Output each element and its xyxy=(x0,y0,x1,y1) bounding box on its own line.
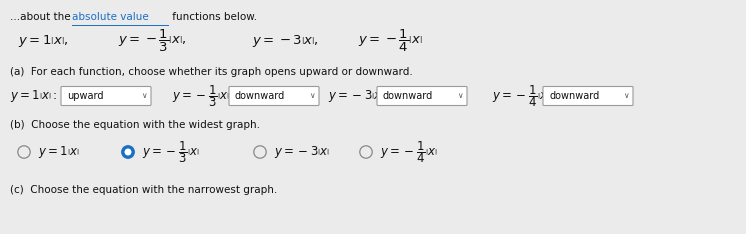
FancyBboxPatch shape xyxy=(543,87,633,106)
Text: $y=-\dfrac{1}{3}\left|x\right|$: $y=-\dfrac{1}{3}\left|x\right|$ xyxy=(142,139,199,165)
Text: $y=-3\left|x\right|:$: $y=-3\left|x\right|:$ xyxy=(328,88,389,104)
Text: (b)  Choose the equation with the widest graph.: (b) Choose the equation with the widest … xyxy=(10,120,260,130)
Text: $y=-\dfrac{1}{4}\left|x\right|:$: $y=-\dfrac{1}{4}\left|x\right|:$ xyxy=(492,83,555,109)
Text: $y=-3\left|x\right|$: $y=-3\left|x\right|$ xyxy=(274,144,330,160)
Text: downward: downward xyxy=(235,91,285,101)
Text: ∨: ∨ xyxy=(457,91,463,100)
Text: $y=1\left|x\right|$: $y=1\left|x\right|$ xyxy=(38,144,80,160)
Text: ∨: ∨ xyxy=(141,91,147,100)
Text: (c)  Choose the equation with the narrowest graph.: (c) Choose the equation with the narrowe… xyxy=(10,185,278,195)
FancyBboxPatch shape xyxy=(377,87,467,106)
Text: $y=1\left|x\right|:$: $y=1\left|x\right|:$ xyxy=(10,88,57,104)
Circle shape xyxy=(122,146,134,158)
FancyBboxPatch shape xyxy=(229,87,319,106)
Text: $y=-\dfrac{1}{3}\left|x\right|,$: $y=-\dfrac{1}{3}\left|x\right|,$ xyxy=(118,28,186,54)
Text: $y=-3\left|x\right|,$: $y=-3\left|x\right|,$ xyxy=(252,33,319,49)
Text: absolute value: absolute value xyxy=(72,12,148,22)
Text: functions below.: functions below. xyxy=(169,12,257,22)
Text: downward: downward xyxy=(383,91,433,101)
Text: upward: upward xyxy=(67,91,104,101)
Text: $y=-\dfrac{1}{4}\left|x\right|$: $y=-\dfrac{1}{4}\left|x\right|$ xyxy=(358,28,422,54)
Text: downward: downward xyxy=(549,91,599,101)
Text: ∨: ∨ xyxy=(309,91,315,100)
Text: $y=-\dfrac{1}{3}\left|x\right|:$: $y=-\dfrac{1}{3}\left|x\right|:$ xyxy=(172,83,235,109)
Text: ...about the: ...about the xyxy=(10,12,74,22)
Text: ∨: ∨ xyxy=(623,91,629,100)
FancyBboxPatch shape xyxy=(61,87,151,106)
Text: $y=-\dfrac{1}{4}\left|x\right|$: $y=-\dfrac{1}{4}\left|x\right|$ xyxy=(380,139,437,165)
Text: $y=1\left|x\right|,$: $y=1\left|x\right|,$ xyxy=(18,33,69,49)
Text: (a)  For each function, choose whether its graph opens upward or downward.: (a) For each function, choose whether it… xyxy=(10,67,413,77)
Circle shape xyxy=(125,149,131,155)
